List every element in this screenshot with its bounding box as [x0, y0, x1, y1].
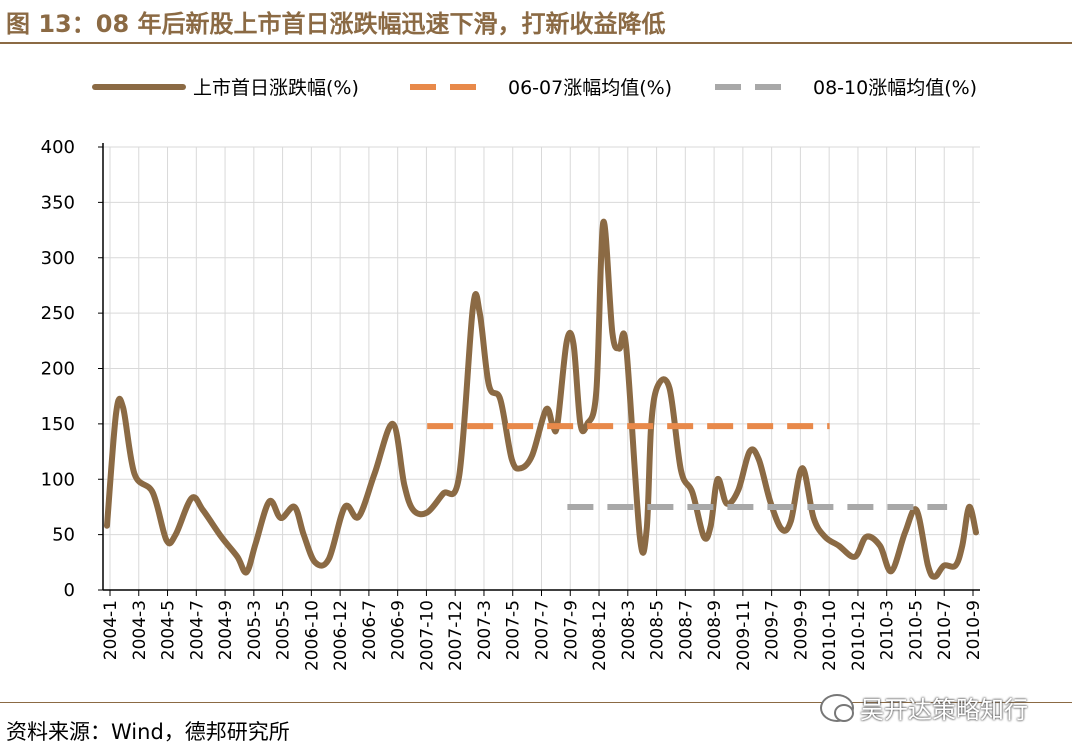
- y-tick-label: 300: [41, 248, 75, 269]
- x-tick-label: 2006-10: [302, 600, 322, 671]
- x-tick-label: 2005-5: [274, 600, 294, 660]
- x-tick-label: 2006-7: [360, 600, 380, 660]
- x-tick-label: 2009-7: [763, 600, 783, 660]
- x-tick-label: 2008-9: [705, 600, 725, 660]
- x-tick-label: 2009-9: [791, 600, 811, 660]
- footer-rule: [0, 702, 1072, 703]
- x-tick-label: 2004-3: [130, 600, 150, 660]
- x-tick-label: 2007-12: [446, 600, 466, 671]
- x-tick-label: 2004-1: [101, 600, 121, 660]
- x-tick-label: 2006-12: [331, 600, 351, 671]
- x-tick-label: 2007-3: [475, 600, 495, 660]
- y-tick-label: 100: [41, 469, 75, 490]
- x-tick-label: 2008-3: [619, 600, 639, 660]
- chart-grid: [103, 146, 980, 590]
- chart-axes: 0 50 100 150 200 250 300 350 400 2004-1 2004-3 2004…: [41, 137, 984, 671]
- y-tick-label: 50: [52, 525, 75, 546]
- y-tick-label: 400: [41, 137, 75, 158]
- x-tick-label: 2008-7: [676, 600, 696, 660]
- x-tick-label: 2010-5: [906, 600, 926, 660]
- x-tick-label: 2004-5: [159, 600, 179, 660]
- watermark: 吴开达策略知行: [820, 690, 1028, 725]
- series-line-ipo-first-day-return: [104, 219, 979, 580]
- chart-legend: 上市首日涨跌幅(%) 06-07涨幅均值(%) 08-10涨幅均值(%): [92, 77, 977, 99]
- chart-series: [104, 219, 979, 580]
- x-tick-label: 2008-12: [590, 600, 610, 671]
- x-tick-label: 2005-3: [245, 600, 265, 660]
- legend-label: 上市首日涨跌幅(%): [193, 77, 359, 99]
- y-tick-label: 0: [64, 580, 75, 601]
- x-tick-label: 2007-9: [561, 600, 581, 660]
- x-tick-label: 2006-9: [389, 600, 409, 660]
- x-tick-label: 2010-12: [849, 600, 869, 671]
- y-tick-label: 250: [41, 303, 75, 324]
- source-note: 资料来源：Wind，德邦研究所: [6, 720, 290, 744]
- y-tick-label: 200: [41, 359, 75, 380]
- watermark-text: 吴开达策略知行: [860, 696, 1028, 724]
- x-tick-label: 2004-7: [187, 600, 207, 660]
- x-tick-label: 2010-9: [964, 600, 984, 660]
- x-tick-label: 2010-10: [820, 600, 840, 671]
- x-tick-label: 2007-7: [533, 600, 553, 660]
- x-tick-label: 2010-3: [878, 600, 898, 660]
- y-tick-label: 150: [41, 414, 75, 435]
- y-tick-label: 350: [41, 192, 75, 213]
- x-tick-label: 2004-9: [216, 600, 236, 660]
- x-tick-label: 2009-11: [734, 600, 754, 671]
- x-tick-label: 2010-7: [935, 600, 955, 660]
- x-tick-label: 2007-5: [504, 600, 524, 660]
- wechat-icon: [820, 693, 854, 722]
- line-chart: 上市首日涨跌幅(%) 06-07涨幅均值(%) 08-10涨幅均值(%) 0 50 10…: [41, 77, 984, 671]
- x-tick-label: 2007-10: [417, 600, 437, 671]
- legend-label: 08-10涨幅均值(%): [813, 77, 977, 99]
- x-tick-label: 2008-5: [648, 600, 668, 660]
- figure-title: 图 13：08 年后新股上市首日涨跌幅迅速下滑，打新收益降低: [6, 10, 666, 38]
- title-rule: [0, 42, 1072, 44]
- legend-label: 06-07涨幅均值(%): [508, 77, 672, 99]
